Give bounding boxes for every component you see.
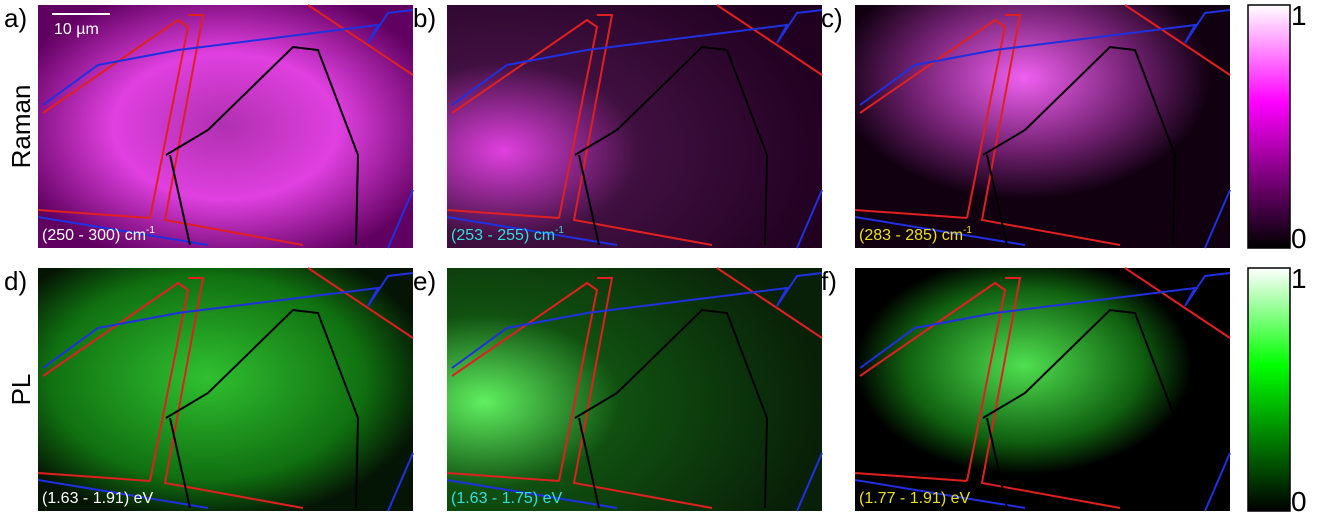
map-image <box>38 268 413 511</box>
panel-label: f) <box>821 266 837 296</box>
caption: (283 - 285) cm-1 <box>859 225 972 244</box>
panel-label: e) <box>413 266 436 296</box>
caption-sup: -1 <box>963 225 972 236</box>
map-panel: (283 - 285) cm-1 <box>854 4 1231 249</box>
colorbar-tick-label: 1 <box>1291 263 1307 294</box>
caption-text: (250 - 300) cm <box>42 227 146 244</box>
caption-text: (283 - 285) cm <box>859 227 963 244</box>
map-panel: (1.63 - 1.91) eV <box>37 267 414 512</box>
caption-text: (1.63 - 1.75) eV <box>451 490 563 507</box>
caption-text: (1.63 - 1.91) eV <box>42 490 154 507</box>
caption-text: (1.77 - 1.91) eV <box>859 490 971 507</box>
caption-sup: -1 <box>146 225 155 236</box>
map-image <box>447 268 822 511</box>
scale-bar-label: 10 µm <box>54 21 99 38</box>
colorbar-tick-label: 0 <box>1291 223 1307 254</box>
colorbar-tick-label: 0 <box>1291 486 1307 516</box>
row-label: Raman <box>6 85 36 169</box>
caption: (250 - 300) cm-1 <box>42 225 155 244</box>
caption-text: (253 - 255) cm <box>451 227 555 244</box>
caption: (1.77 - 1.91) eV <box>859 490 971 507</box>
map-image <box>447 5 822 248</box>
panel-label: d) <box>4 266 27 296</box>
map-image <box>855 5 1230 248</box>
colorbar <box>1247 267 1291 512</box>
map-image <box>855 268 1230 511</box>
row-label: PL <box>6 374 36 406</box>
map-panel: (250 - 300) cm-1 <box>37 4 414 249</box>
panel-label: a) <box>4 3 27 33</box>
panels: (250 - 300) cm-1a)(253 - 255) cm-1b)(283… <box>4 0 1307 517</box>
panel-label: b) <box>413 3 436 33</box>
caption: (1.63 - 1.75) eV <box>451 490 563 507</box>
map-image <box>38 5 413 248</box>
colorbar <box>1247 4 1291 249</box>
caption: (253 - 255) cm-1 <box>451 225 564 244</box>
map-panel: (253 - 255) cm-1 <box>446 4 823 249</box>
map-panel: (1.63 - 1.75) eV <box>446 267 823 512</box>
caption-sup: -1 <box>555 225 564 236</box>
panel-label: c) <box>821 3 843 33</box>
caption: (1.63 - 1.91) eV <box>42 490 154 507</box>
map-panel: (1.77 - 1.91) eV <box>854 267 1231 512</box>
colorbar-tick-label: 1 <box>1291 0 1307 31</box>
